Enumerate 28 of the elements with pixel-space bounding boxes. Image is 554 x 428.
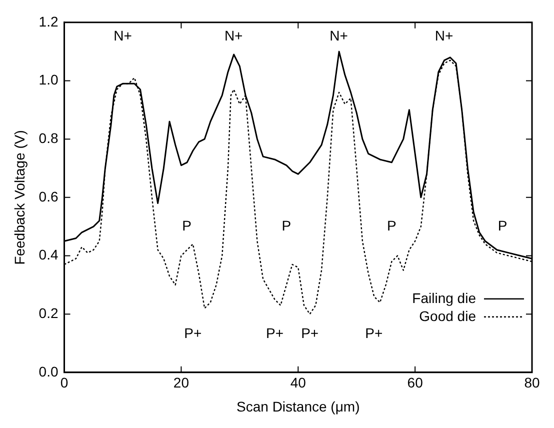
legend-label: Good die bbox=[419, 308, 476, 324]
annotation: N+ bbox=[114, 27, 132, 44]
y-tick-label: 0.4 bbox=[38, 246, 58, 263]
annotation: P+ bbox=[301, 324, 319, 341]
y-tick-label: 0.8 bbox=[38, 130, 58, 146]
annotation: N+ bbox=[224, 27, 243, 44]
x-tick-label: 80 bbox=[524, 374, 540, 391]
annotation: N+ bbox=[330, 27, 348, 44]
y-axis-title: Feedback Voltage (V) bbox=[11, 130, 28, 265]
x-tick-label: 20 bbox=[173, 374, 190, 391]
annotation: P+ bbox=[365, 324, 383, 341]
annotation: P bbox=[387, 218, 396, 234]
legend-label: Failing die bbox=[412, 290, 476, 306]
annotation: P bbox=[182, 218, 192, 234]
annotation: N+ bbox=[434, 27, 454, 44]
y-tick-label: 0.2 bbox=[38, 304, 58, 321]
y-tick-label: 1.0 bbox=[38, 72, 58, 88]
x-tick-label: 0 bbox=[60, 374, 68, 391]
y-tick-label: 1.2 bbox=[38, 13, 58, 30]
x-tick-label: 40 bbox=[290, 374, 306, 391]
annotation: P bbox=[498, 218, 508, 234]
x-tick-label: 60 bbox=[407, 374, 424, 391]
x-axis-title: Scan Distance (μm) bbox=[236, 398, 360, 414]
annotation: P bbox=[282, 218, 292, 234]
annotation: P+ bbox=[184, 324, 202, 341]
y-tick-label: 0.6 bbox=[38, 188, 58, 204]
y-tick-label: 0.0 bbox=[38, 363, 58, 380]
annotation: P+ bbox=[266, 324, 284, 341]
